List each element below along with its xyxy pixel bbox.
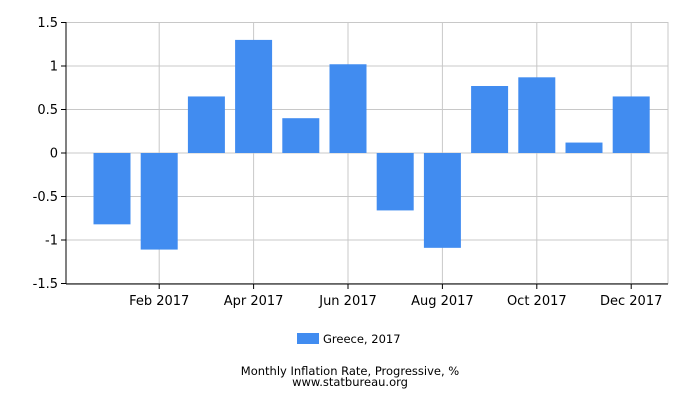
x-tick-label: Oct 2017 bbox=[507, 294, 567, 309]
y-tick-label: 1 bbox=[50, 60, 58, 75]
x-tick-label: Aug 2017 bbox=[411, 294, 474, 309]
axis-layer bbox=[61, 22, 668, 289]
bar-mar-2017 bbox=[187, 96, 225, 153]
x-tick-label: Dec 2017 bbox=[600, 294, 662, 309]
bar-may-2017 bbox=[282, 118, 320, 153]
y-tick-labels: 1.5 1 0.5 0 -0.5 -1 -1.5 bbox=[33, 16, 58, 292]
y-tick-label: 1.5 bbox=[37, 16, 58, 31]
bar-jul-2017 bbox=[376, 153, 414, 211]
bar-feb-2017 bbox=[140, 153, 178, 250]
bar-dec-2017 bbox=[612, 96, 650, 153]
y-tick-label: -0.5 bbox=[33, 190, 58, 205]
chart-title: Monthly Inflation Rate, Progressive, % bbox=[241, 364, 459, 378]
bar-sep-2017 bbox=[471, 86, 509, 153]
bar-layer bbox=[93, 39, 650, 250]
bar-aug-2017 bbox=[423, 153, 461, 248]
legend-label: Greece, 2017 bbox=[323, 332, 401, 346]
y-tick-label: 0 bbox=[50, 147, 58, 162]
bar-jun-2017 bbox=[329, 64, 367, 153]
x-tick-labels: Feb 2017 Apr 2017 Jun 2017 Aug 2017 Oct 2017… bbox=[129, 294, 662, 309]
source-url: www.statbureau.org bbox=[292, 375, 408, 389]
legend: Greece, 2017 bbox=[297, 332, 401, 346]
x-tick-label: Jun 2017 bbox=[318, 294, 377, 309]
y-tick-label: -1.5 bbox=[33, 277, 58, 292]
x-tick-label: Feb 2017 bbox=[129, 294, 189, 309]
x-tick-label: Apr 2017 bbox=[224, 294, 284, 309]
legend-swatch bbox=[297, 333, 319, 344]
bar-apr-2017 bbox=[235, 39, 273, 153]
y-tick-label: 0.5 bbox=[37, 103, 58, 118]
bar-jan-2017 bbox=[93, 153, 131, 225]
y-tick-label: -1 bbox=[45, 234, 58, 249]
bar-nov-2017 bbox=[565, 142, 603, 153]
bar-oct-2017 bbox=[518, 77, 556, 153]
